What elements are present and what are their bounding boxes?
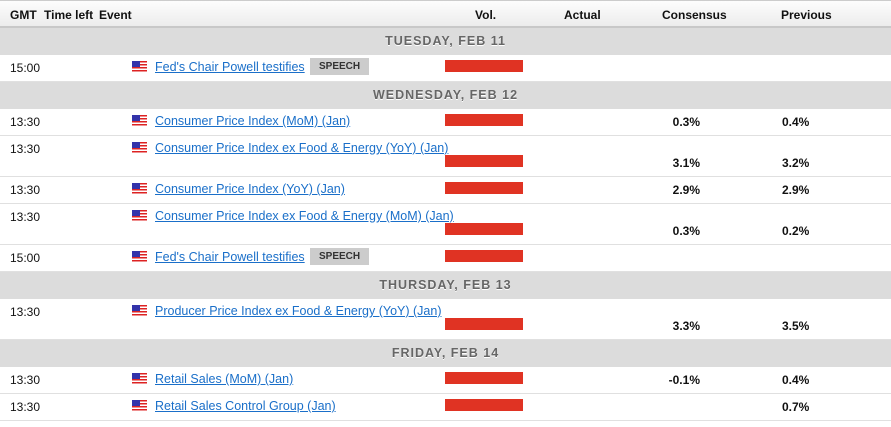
consensus-value: 0.3% <box>672 224 700 238</box>
us-flag-icon <box>132 210 147 221</box>
us-flag-icon <box>132 373 147 384</box>
table-row: 13:30 Consumer Price Index ex Food & Ener… <box>0 136 891 177</box>
volatility-bar-high <box>445 223 523 235</box>
event-link[interactable]: Retail Sales Control Group (Jan) <box>155 399 336 413</box>
event-time: 13:30 <box>10 305 41 319</box>
us-flag-icon <box>132 400 147 411</box>
event-link[interactable]: Consumer Price Index ex Food & Energy (M… <box>155 209 454 223</box>
col-actual[interactable]: Actual <box>564 8 601 22</box>
event-time: 15:00 <box>10 61 41 75</box>
event-link[interactable]: Producer Price Index ex Food & Energy (Y… <box>155 304 442 318</box>
col-gmt[interactable]: GMT <box>10 8 37 22</box>
table-row: 15:00 Fed's Chair Powell testifies SPEECH <box>0 245 891 272</box>
previous-value: 0.4% <box>782 115 810 129</box>
us-flag-icon <box>132 61 147 72</box>
previous-value: 3.5% <box>782 319 810 333</box>
volatility-bar-high <box>445 372 523 384</box>
us-flag-icon <box>132 115 147 126</box>
volatility-bar-high <box>445 399 523 411</box>
us-flag-icon <box>132 251 147 262</box>
volatility-bar-high <box>445 60 523 72</box>
col-vol[interactable]: Vol. <box>475 8 497 22</box>
event-link[interactable]: Consumer Price Index (YoY) (Jan) <box>155 182 345 196</box>
volatility-bar-high <box>445 114 523 126</box>
event-link[interactable]: Fed's Chair Powell testifies <box>155 60 305 74</box>
event-time: 13:30 <box>10 142 41 156</box>
speech-badge: SPEECH <box>310 248 370 265</box>
day-header: FRIDAY, FEB 14 <box>0 340 891 367</box>
volatility-bar-high <box>445 182 523 194</box>
day-header: WEDNESDAY, FEB 12 <box>0 82 891 109</box>
speech-badge: SPEECH <box>310 58 370 75</box>
table-row: 15:00 Fed's Chair Powell testifies SPEECH <box>0 55 891 82</box>
consensus-value: 2.9% <box>672 183 700 197</box>
event-time: 13:30 <box>10 183 41 197</box>
col-previous[interactable]: Previous <box>781 8 832 22</box>
event-link[interactable]: Fed's Chair Powell testifies <box>155 250 305 264</box>
col-event[interactable]: Event <box>99 8 132 22</box>
table-header: GMT Time left Event Vol. Actual Consensu… <box>0 0 891 28</box>
volatility-bar-high <box>445 250 523 262</box>
consensus-value: 3.3% <box>672 319 700 333</box>
day-header: TUESDAY, FEB 11 <box>0 28 891 55</box>
previous-value: 3.2% <box>782 156 810 170</box>
consensus-value: 3.1% <box>672 156 700 170</box>
event-time: 13:30 <box>10 210 41 224</box>
col-time-left[interactable]: Time left <box>44 8 94 22</box>
consensus-value: -0.1% <box>668 373 700 387</box>
table-row: 13:30 Consumer Price Index ex Food & Ener… <box>0 204 891 245</box>
event-time: 15:00 <box>10 251 41 265</box>
previous-value: 0.7% <box>782 400 810 414</box>
previous-value: 0.4% <box>782 373 810 387</box>
us-flag-icon <box>132 183 147 194</box>
consensus-value: 0.3% <box>672 115 700 129</box>
table-row: 13:30 Consumer Price Index (MoM) (Jan) 0.3… <box>0 109 891 136</box>
event-time: 13:30 <box>10 115 41 129</box>
event-link[interactable]: Consumer Price Index ex Food & Energy (Y… <box>155 141 449 155</box>
event-link[interactable]: Consumer Price Index (MoM) (Jan) <box>155 114 351 128</box>
event-time: 13:30 <box>10 373 41 387</box>
volatility-bar-high <box>445 155 523 167</box>
table-row: 13:30 Retail Sales (MoM) (Jan) -0.1% 0.4% <box>0 367 891 394</box>
event-time: 13:30 <box>10 400 41 414</box>
table-row: 13:30 Retail Sales Control Group (Jan) 0.7… <box>0 394 891 421</box>
volatility-bar-high <box>445 318 523 330</box>
event-link[interactable]: Retail Sales (MoM) (Jan) <box>155 372 294 386</box>
previous-value: 2.9% <box>782 183 810 197</box>
table-row: 13:30 Consumer Price Index (YoY) (Jan) 2.9… <box>0 177 891 204</box>
us-flag-icon <box>132 305 147 316</box>
col-consensus[interactable]: Consensus <box>662 8 727 22</box>
day-header: THURSDAY, FEB 13 <box>0 272 891 299</box>
calendar-table: TUESDAY, FEB 11 15:00 Fed's Chair Powell t… <box>0 28 891 421</box>
table-row: 13:30 Producer Price Index ex Food & Ener… <box>0 299 891 340</box>
previous-value: 0.2% <box>782 224 810 238</box>
us-flag-icon <box>132 142 147 153</box>
